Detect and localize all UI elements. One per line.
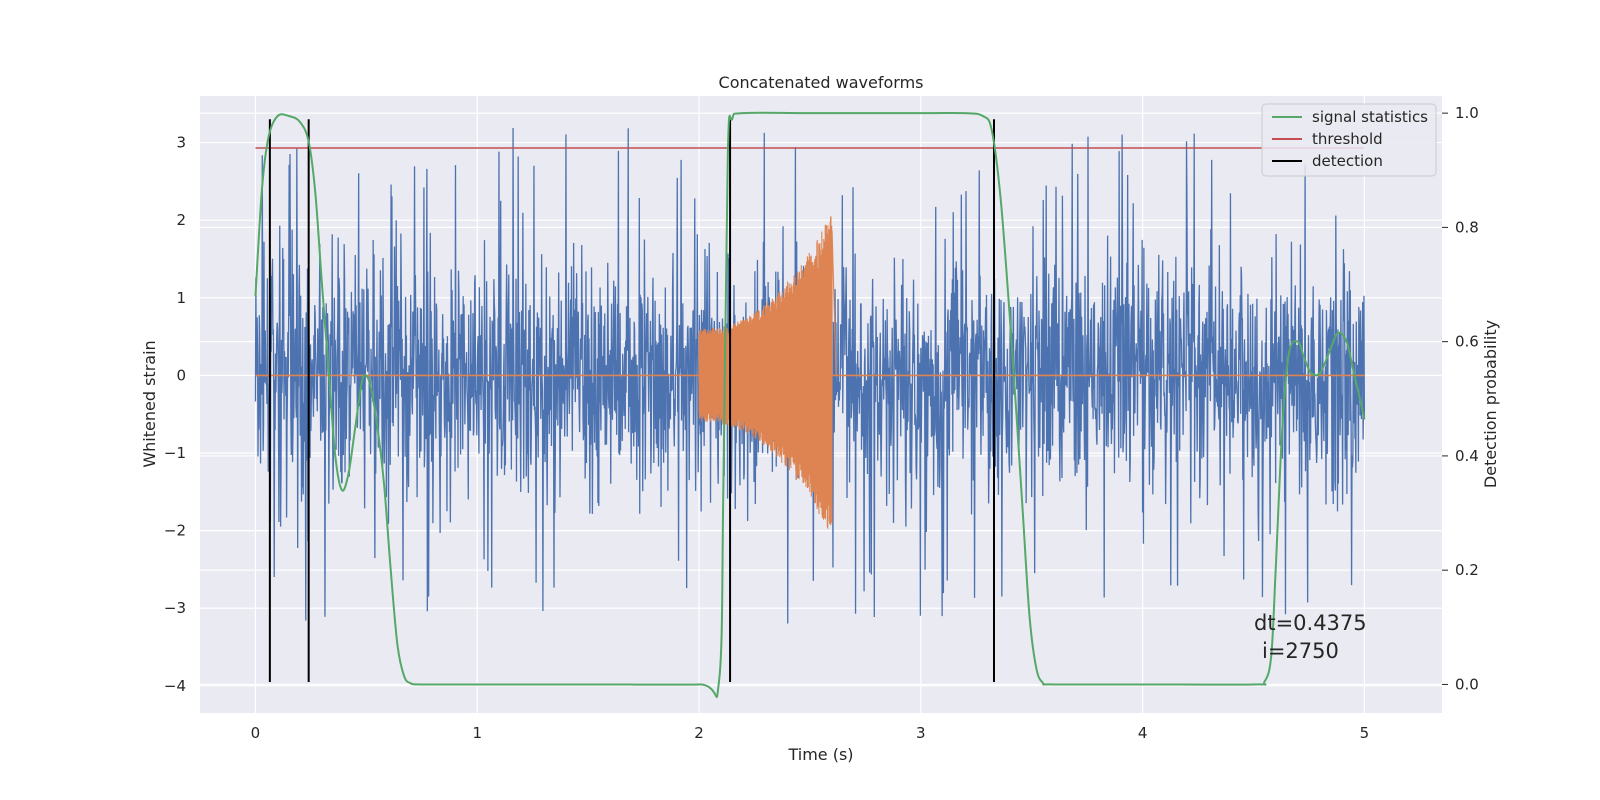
y2-tick-label: 0.4 (1455, 447, 1479, 465)
y-tick-label: −1 (164, 444, 186, 462)
y2-tick-label: 0.8 (1455, 218, 1479, 236)
y-axis-label: Whitened strain (140, 340, 159, 467)
annotation-dt: dt=0.4375 (1254, 611, 1367, 635)
x-tick-label: 5 (1360, 724, 1370, 742)
y2-axis-label: Detection probability (1481, 320, 1500, 488)
annotation-i: i=2750 (1262, 639, 1339, 663)
x-tick-label: 1 (472, 724, 482, 742)
series-detection (268, 119, 995, 682)
y-tick-label: −2 (164, 522, 186, 540)
injected-chirp (698, 216, 837, 529)
y2-tick-label: 0.6 (1455, 333, 1479, 351)
x-tick-label: 4 (1138, 724, 1148, 742)
signal-statistics-curve (254, 111, 1366, 698)
legend: signal statistics threshold detection (1261, 103, 1437, 177)
y2-tick-label: 0.2 (1455, 561, 1479, 579)
x-tick-label: 0 (251, 724, 261, 742)
chart-title: Concatenated waveforms (719, 73, 924, 92)
y2-tick-label: 1.0 (1455, 104, 1479, 122)
y-tick-label: −4 (164, 677, 186, 695)
y-tick-label: 0 (176, 366, 186, 384)
y-tick-label: −3 (164, 599, 186, 617)
x-tick-label: 3 (916, 724, 926, 742)
legend-label-threshold: threshold (1312, 130, 1383, 148)
ticks: 0 1 2 3 4 5 −4 −3 −2 −1 0 1 2 3 0.0 0.2 0.4 0.6 0.8 1.0 (164, 104, 1479, 742)
y-tick-label: 1 (176, 289, 186, 307)
series-signal-statistics (254, 111, 1366, 698)
y2-tick-label: 0.0 (1455, 675, 1479, 693)
series-injected (255, 216, 1365, 529)
y-tick-label: 2 (176, 211, 186, 229)
legend-label-detection: detection (1312, 152, 1383, 170)
y-tick-label: 3 (176, 134, 186, 152)
legend-label-signal-statistics: signal statistics (1312, 108, 1428, 126)
x-axis-label: Time (s) (787, 745, 853, 764)
x-tick-label: 2 (694, 724, 704, 742)
legend-box (1261, 103, 1437, 177)
